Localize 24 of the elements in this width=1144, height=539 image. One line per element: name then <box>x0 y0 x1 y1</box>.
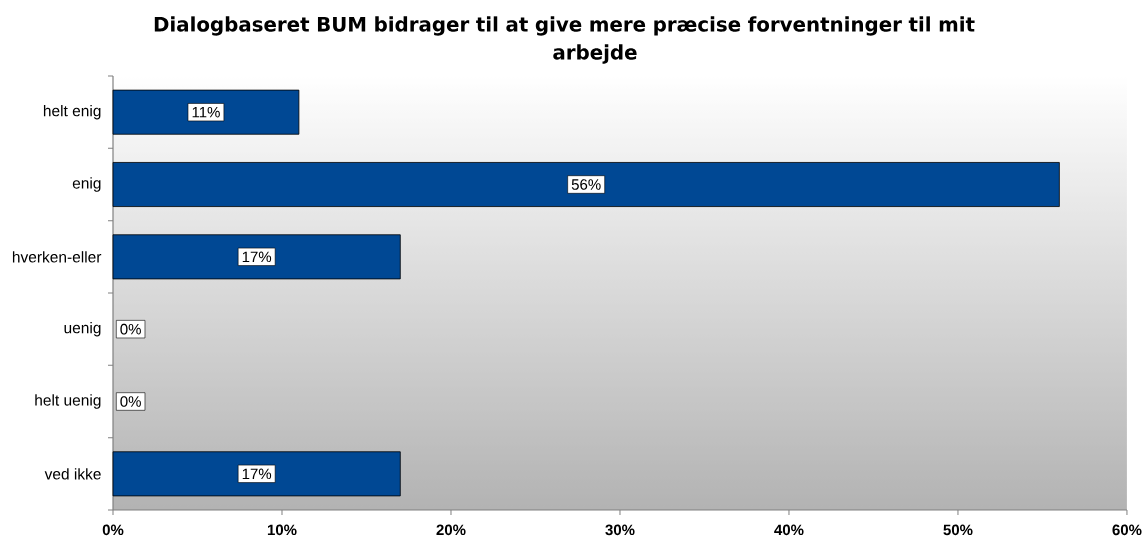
data-label: 17% <box>242 251 272 263</box>
x-tick-label: 20% <box>436 524 466 536</box>
x-tick-label: 10% <box>267 524 297 536</box>
y-tick-label: hverken-eller <box>12 251 102 263</box>
x-tick-label: 40% <box>774 524 804 536</box>
chart-title: Dialogbaseret BUM bidrager til at give mere præcise forventninger til mit arbejde <box>154 16 975 64</box>
data-label: 0% <box>120 323 141 335</box>
x-tick-label: 0% <box>102 524 124 536</box>
data-label: 17% <box>242 468 272 480</box>
y-tick-label: uenig <box>64 321 101 337</box>
data-label: 56% <box>571 179 601 190</box>
y-tick-label: ved ikke <box>44 468 101 480</box>
x-tick-label: 30% <box>605 524 635 536</box>
bar <box>112 162 1060 207</box>
data-label: 11% <box>192 106 220 118</box>
x-tick-label: 60% <box>1112 524 1142 536</box>
y-tick-label: enig <box>72 177 101 192</box>
y-tick-label: helt uenig <box>35 394 101 409</box>
bar <box>112 89 300 135</box>
y-tick-label: helt enig <box>43 104 101 120</box>
x-tick-label: 50% <box>943 524 973 536</box>
data-label: 0% <box>120 396 141 407</box>
bar <box>112 234 401 280</box>
bar <box>112 451 401 497</box>
